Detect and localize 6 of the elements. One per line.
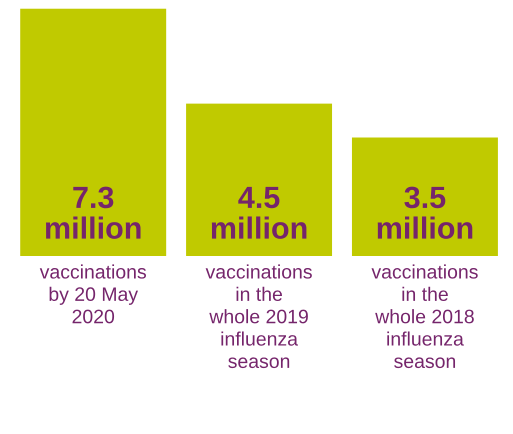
data-label: 3.5 million bbox=[378, 186, 472, 239]
x-tick-label: vaccinations by 20 May 2020 bbox=[40, 264, 146, 324]
x-tick-label: vaccinations in the whole 2019 influenza season bbox=[206, 264, 312, 368]
x-tick-label: vaccinations in the whole 2018 influenza season bbox=[372, 264, 478, 368]
data-label: 4.5 million bbox=[212, 186, 306, 239]
data-label: 7.3 million bbox=[46, 186, 141, 239]
